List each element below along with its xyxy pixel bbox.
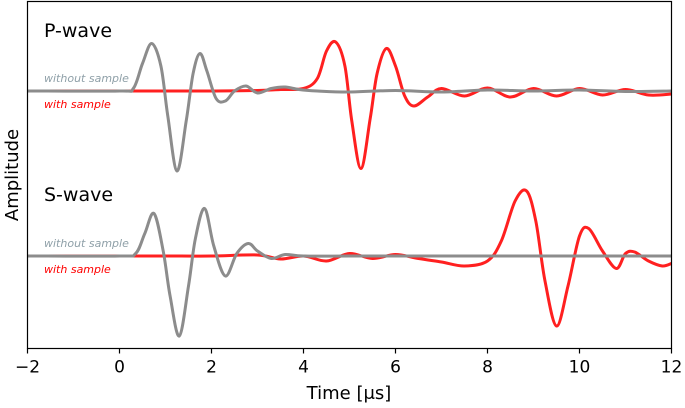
panel-title-s-wave: S-wave — [44, 184, 113, 206]
x-axis-label: Time [μs] — [306, 383, 392, 404]
x-axis-ticks: −2 0 2 4 6 8 10 12 — [15, 348, 683, 378]
x-tick-label: 0 — [114, 358, 125, 378]
p-wave-without-sample-line — [27, 42, 672, 173]
x-tick-label: 2 — [206, 358, 217, 378]
label-s-with-sample: with sample — [44, 263, 111, 276]
plot-layer — [27, 39, 672, 338]
y-axis-label: Amplitude — [2, 129, 23, 221]
s-wave-without-sample-line — [27, 206, 672, 338]
x-tick-label: 6 — [390, 358, 401, 378]
x-tick-label: 8 — [482, 358, 493, 378]
plot-frame — [26, 0, 673, 350]
x-tick-label: −2 — [15, 358, 40, 378]
s-wave-with-sample-line — [27, 188, 672, 328]
x-tick-label: 12 — [661, 358, 683, 378]
p-wave-with-sample-line — [27, 39, 672, 171]
panel-title-p-wave: P-wave — [44, 20, 112, 42]
label-s-without-sample: without sample — [44, 237, 129, 250]
x-tick-label: 4 — [298, 358, 309, 378]
label-p-without-sample: without sample — [44, 72, 129, 85]
x-tick-label: 10 — [569, 358, 591, 378]
label-p-with-sample: with sample — [44, 98, 111, 111]
